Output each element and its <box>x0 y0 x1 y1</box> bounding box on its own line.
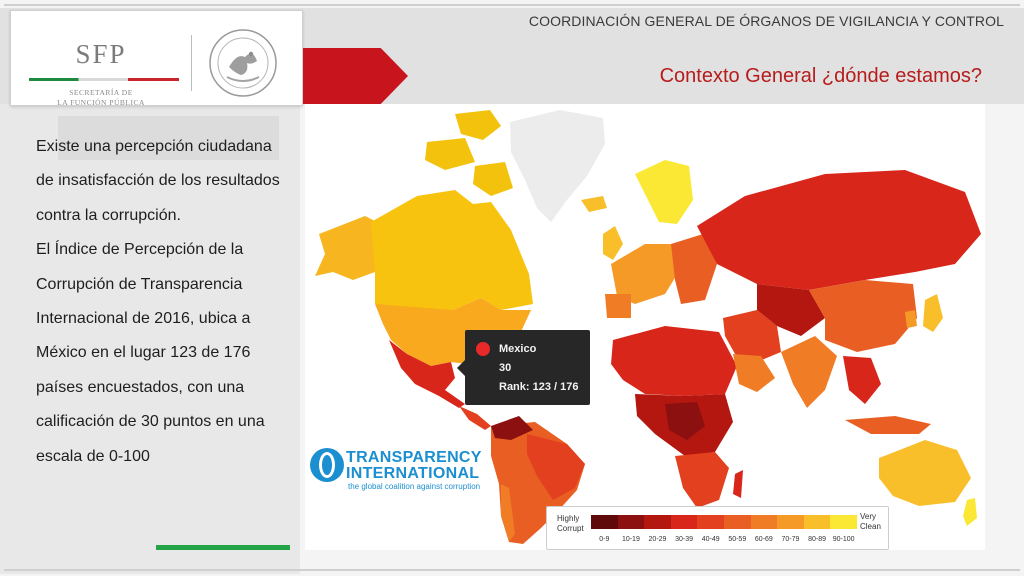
score-color-dot <box>476 342 490 356</box>
map-india <box>781 336 837 408</box>
map-new-zealand <box>963 498 977 526</box>
legend-range-labels: 0-9 10-19 20-29 30-39 40-49 50-59 60-69 70-79 80… <box>591 536 857 543</box>
tooltip-rank: Rank: 123 / 176 <box>499 381 579 393</box>
ti-globe-icon <box>310 448 344 482</box>
map-central-asia <box>757 284 825 336</box>
map-chile <box>501 484 515 542</box>
legend-range-label: 20-29 <box>648 536 667 543</box>
tooltip-country: Mexico <box>499 343 537 355</box>
tooltip-pointer <box>457 360 465 376</box>
legend-swatch <box>830 515 857 529</box>
sfp-acronym: SFP <box>75 39 127 69</box>
map-japan <box>923 294 943 332</box>
frame-top-line <box>4 4 1020 6</box>
legend-swatch <box>777 515 804 529</box>
map-indonesia <box>845 416 931 434</box>
map-eastern-europe <box>671 234 717 304</box>
legend-range-label: 40-49 <box>701 536 720 543</box>
map-venezuela <box>491 416 533 440</box>
map-brazil <box>527 434 585 500</box>
map-legend: Highly Corrupt Very Clean 0-9 10-19 20-29 3… <box>546 506 889 550</box>
map-southern-africa <box>675 452 729 508</box>
legend-swatch <box>617 515 645 529</box>
map-mexico <box>389 340 465 408</box>
map-madagascar <box>733 470 743 498</box>
legend-swatch <box>591 515 618 529</box>
legend-range-label: 90-100 <box>832 536 855 543</box>
map-scandinavia <box>635 160 693 224</box>
ti-name-line1: TRANSPARENCY <box>346 449 482 466</box>
logo-divider <box>191 35 192 91</box>
ti-tagline: the global coalition against corruption <box>348 482 481 491</box>
map-iberia <box>605 294 631 318</box>
mexico-tooltip: Mexico 30 Rank: 123 / 176 <box>457 330 590 405</box>
map-arabia <box>733 354 775 392</box>
map-central-america <box>459 366 511 430</box>
corruption-world-map <box>305 104 985 550</box>
map-china <box>809 280 917 352</box>
map-russia <box>697 170 981 290</box>
paragraph-index: El Índice de Percepción de la Corrupción… <box>36 241 265 465</box>
tooltip-score: 30 <box>499 362 512 374</box>
map-darker-africa <box>665 402 705 440</box>
legend-swatch <box>750 515 778 529</box>
map-korea <box>905 310 917 328</box>
map-arctic-islands <box>425 110 513 196</box>
legend-range-label: 10-19 <box>621 536 640 543</box>
map-se-asia <box>843 356 881 404</box>
legend-range-label: 0-9 <box>599 536 610 543</box>
map-australia <box>879 440 971 506</box>
map-north-africa <box>611 326 737 396</box>
legend-color-scale <box>591 515 857 529</box>
map-middle-east <box>723 310 781 362</box>
legend-swatch <box>803 515 831 529</box>
legend-range-label: 50-59 <box>728 536 747 543</box>
transparency-international-logo: TRANSPARENCY INTERNATIONAL the global co… <box>308 446 494 494</box>
sfp-logo: SFP SECRETARÍA DE LA FUNCIÓN PÚBLICA <box>10 10 303 107</box>
legend-range-label: 30-39 <box>675 536 694 543</box>
legend-very-clean: Very Clean <box>860 512 881 531</box>
map-alaska <box>315 216 377 280</box>
sfp-flag-line <box>29 78 179 81</box>
mexico-seal-icon <box>209 29 277 97</box>
body-text: Existe una percepción ciudadana de insat… <box>36 130 290 474</box>
map-greenland <box>510 110 605 222</box>
green-accent-bar <box>156 545 290 550</box>
text-highlight-box <box>58 116 279 160</box>
legend-range-label: 60-69 <box>754 536 773 543</box>
legend-swatch <box>644 515 671 529</box>
world-map-svg <box>315 110 981 544</box>
organization-title: COORDINACIÓN GENERAL DE ÓRGANOS DE VIGIL… <box>528 13 1004 29</box>
legend-swatch <box>697 515 724 529</box>
legend-range-label: 70-79 <box>781 536 800 543</box>
frame-bottom-line <box>4 569 1020 571</box>
left-text-panel <box>0 104 300 574</box>
legend-range-label: 80-89 <box>808 536 826 543</box>
map-iceland <box>581 196 607 212</box>
legend-swatch <box>723 515 751 529</box>
map-uk <box>603 226 623 260</box>
legend-swatch <box>670 515 698 529</box>
slide-title: Contexto General ¿dónde estamos? <box>659 65 982 87</box>
map-western-europe <box>611 244 681 304</box>
ti-name-line2: INTERNATIONAL <box>346 465 480 482</box>
sfp-subtitle: SECRETARÍA DE LA FUNCIÓN PÚBLICA <box>57 88 145 107</box>
map-canada <box>371 190 533 312</box>
legend-highly-corrupt: Highly Corrupt <box>557 514 584 533</box>
paragraph-perception: Existe una percepción ciudadana de insat… <box>36 138 280 224</box>
